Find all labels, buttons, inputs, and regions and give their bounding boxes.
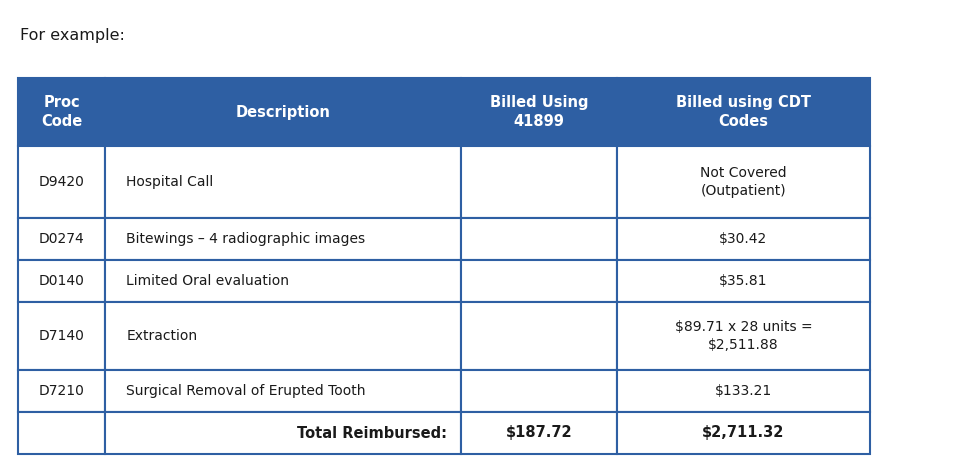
Bar [617,78,870,146]
Bar [18,146,105,218]
Bar [617,218,870,260]
Text: D0140: D0140 [39,274,84,288]
Bar [461,302,617,370]
Bar [617,146,870,218]
Bar [18,78,105,146]
Bar [461,218,617,260]
Text: Billed using CDT
Codes: Billed using CDT Codes [676,95,811,129]
Bar [617,302,870,370]
Text: Total Reimbursed:: Total Reimbursed: [297,425,447,440]
Text: Proc
Code: Proc Code [41,95,82,129]
Bar [18,260,105,302]
Text: D0274: D0274 [39,232,84,246]
Text: Extraction: Extraction [126,329,198,343]
Text: Description: Description [235,105,330,120]
Bar [105,302,461,370]
Text: Limited Oral evaluation: Limited Oral evaluation [126,274,290,288]
Text: D9420: D9420 [39,175,84,189]
Text: For example:: For example: [20,28,124,43]
Text: Bitewings – 4 radiographic images: Bitewings – 4 radiographic images [126,232,366,246]
Bar [617,370,870,412]
Text: $133.21: $133.21 [715,384,772,398]
Bar [461,260,617,302]
Text: Surgical Removal of Erupted Tooth: Surgical Removal of Erupted Tooth [126,384,366,398]
Text: $35.81: $35.81 [719,274,768,288]
Text: D7210: D7210 [39,384,84,398]
Text: D7140: D7140 [39,329,84,343]
Bar [617,260,870,302]
Bar [105,412,461,454]
Bar [18,370,105,412]
Bar [461,370,617,412]
Bar [461,146,617,218]
Bar [461,78,617,146]
Bar [18,218,105,260]
Bar [617,412,870,454]
Bar [105,78,461,146]
Bar [105,146,461,218]
Bar [105,370,461,412]
Bar [461,412,617,454]
Text: $30.42: $30.42 [719,232,767,246]
Text: Billed Using
41899: Billed Using 41899 [490,95,589,129]
Bar [105,260,461,302]
Bar [105,218,461,260]
Bar [18,412,105,454]
Bar [18,302,105,370]
Text: Not Covered
(Outpatient): Not Covered (Outpatient) [701,166,786,198]
Text: $2,711.32: $2,711.32 [703,425,785,440]
Text: Hospital Call: Hospital Call [126,175,213,189]
Text: $89.71 x 28 units =
$2,511.88: $89.71 x 28 units = $2,511.88 [675,320,813,352]
Text: $187.72: $187.72 [506,425,572,440]
